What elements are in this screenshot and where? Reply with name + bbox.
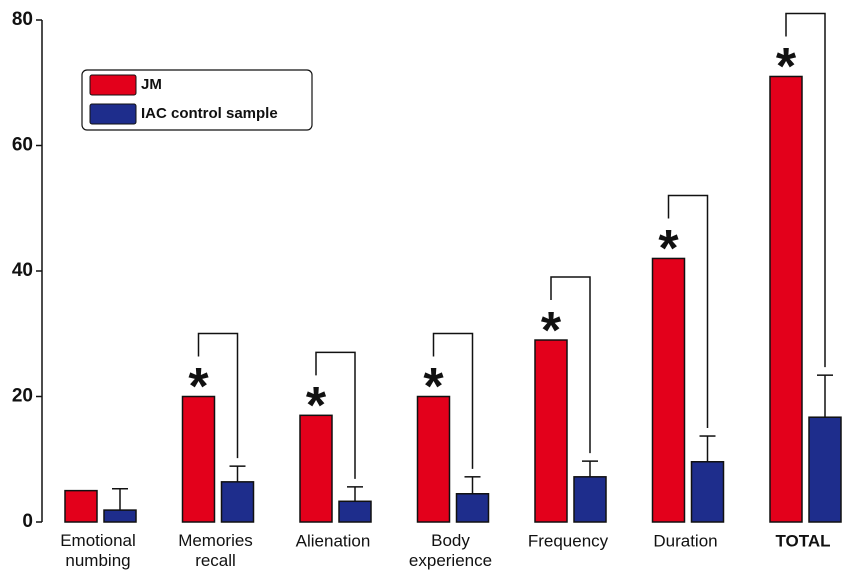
significance-marker: * [188,358,209,416]
x-tick-label: TOTAL [775,531,830,550]
x-tick-label: Memories recall [178,531,253,570]
legend: JM IAC control sample [81,69,313,131]
bar [651,257,686,523]
bar [808,416,842,523]
bar [181,395,216,523]
x-tick-label: Body experience [409,531,492,570]
legend-swatch [89,103,137,125]
bar [573,476,607,523]
bar [103,509,137,523]
bar [416,395,451,523]
error-bar [464,476,481,494]
significance-marker: * [541,302,562,360]
x-tick-label: Duration [653,531,717,550]
significance-bracket [667,194,709,429]
significance-bracket [550,276,591,454]
y-tick-label: 80 [12,9,33,30]
bar [690,461,725,523]
bar [455,493,490,523]
x-tick-label: Alienation [296,531,371,550]
legend-swatch [89,74,137,96]
significance-marker: * [658,220,679,278]
significance-bracket [197,332,239,459]
legend-box [81,69,313,131]
bar [338,500,372,523]
legend-label: IAC control sample [141,105,278,122]
y-tick-label: 0 [22,511,33,532]
error-bar [112,487,128,511]
y-tick-label: 20 [12,386,33,407]
significance-bracket [432,332,474,469]
y-tick-label: 40 [12,260,33,281]
bar [769,75,803,523]
bar [220,481,255,523]
bar [299,414,333,523]
error-bar [229,465,246,482]
x-tick-label: Frequency [528,531,609,550]
significance-marker: * [423,358,444,416]
legend-label: JM [141,76,162,93]
error-bar [699,435,716,462]
bar [64,489,98,523]
x-tick-label: Emotional numbing [60,531,136,570]
significance-bracket [785,12,826,368]
significance-marker: * [306,377,327,435]
error-bar [347,486,363,502]
significance-marker: * [776,38,797,96]
bar [534,339,568,523]
significance-bracket [315,351,356,479]
y-tick-label: 60 [12,135,33,156]
error-bar [582,460,598,477]
error-bar [817,374,833,418]
